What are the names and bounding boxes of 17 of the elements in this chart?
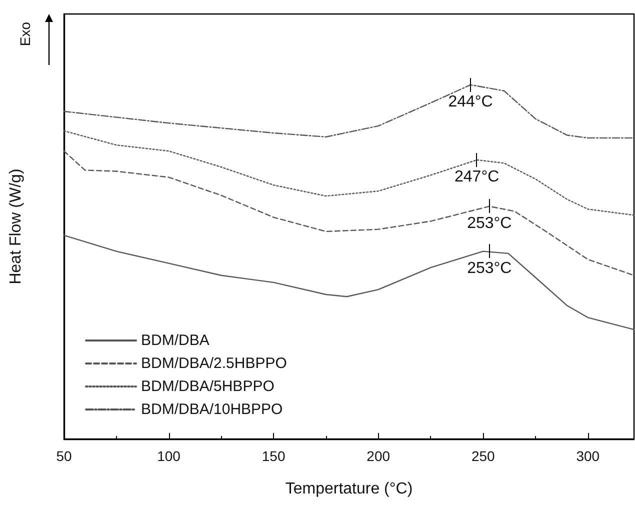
x-axis-title: Tempertature (°C) — [285, 480, 413, 498]
annotation: 244°C — [448, 93, 493, 110]
legend-label: BDM/DBA/2.5HBPPO — [141, 355, 287, 372]
x-tick-label: 150 — [262, 448, 286, 464]
legend-label: BDM/DBA/5HBPPO — [141, 378, 274, 395]
y-axis-title: Heat Flow (W/g) — [8, 168, 24, 284]
annotation: 247°C — [454, 168, 500, 186]
legend-label: BDM/DBA/10HBPPO — [141, 401, 283, 418]
x-tick-label: 50 — [56, 448, 72, 464]
annotation: 253°C — [467, 214, 512, 232]
x-tick-label: 100 — [157, 448, 181, 464]
x-tick-label: 200 — [366, 448, 390, 464]
x-tick-label: 250 — [471, 448, 496, 464]
text: Exo — [17, 22, 33, 46]
x-tick-label: 300 — [576, 448, 600, 464]
legend-label: BDM/DBA — [141, 332, 210, 349]
annotation: 253°C — [467, 260, 512, 277]
